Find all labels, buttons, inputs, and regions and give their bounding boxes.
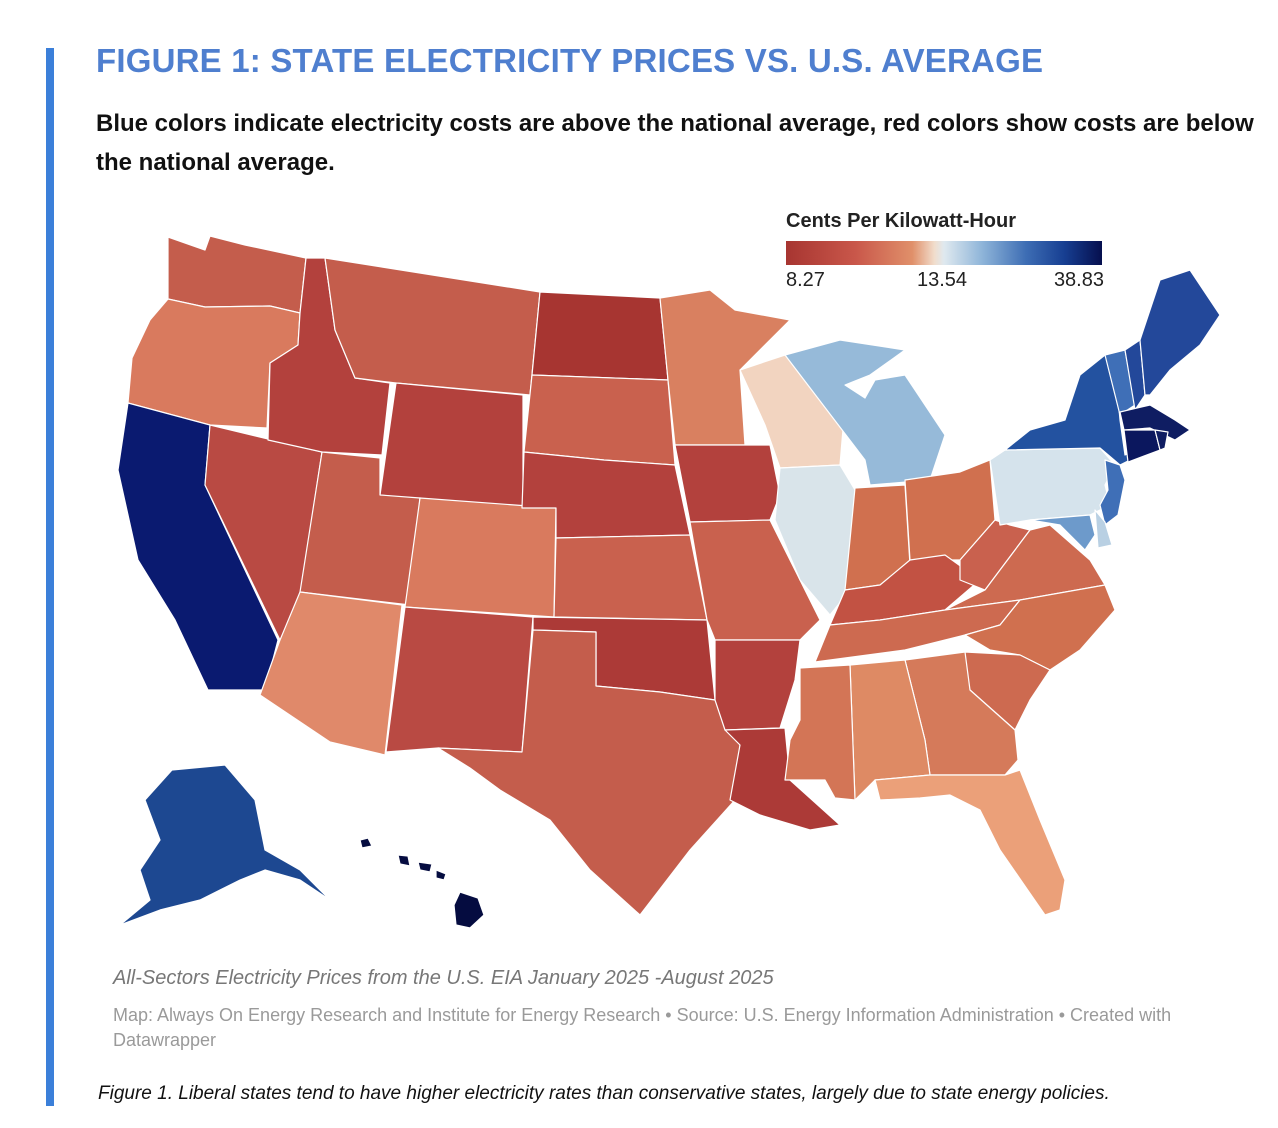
color-legend: Cents Per Kilowatt-Hour 8.27 13.54 38.83 — [786, 210, 1104, 293]
figure-subtitle: Blue colors indicate electricity costs a… — [96, 110, 1254, 176]
accent-bar — [46, 48, 54, 1106]
state-MS[interactable] — [784, 664, 856, 801]
state-IA[interactable] — [674, 444, 781, 523]
state-NC[interactable] — [964, 584, 1116, 671]
figure-caption: Figure 1. Liberal states tend to have hi… — [98, 1083, 1110, 1104]
state-MT[interactable] — [324, 257, 541, 396]
state-HI[interactable] — [359, 837, 485, 929]
state-DE[interactable] — [1094, 509, 1113, 549]
map-credit-note: Map: Always On Energy Research and Insti… — [113, 1005, 1172, 1050]
state-AZ[interactable] — [259, 591, 403, 756]
map-source-note: All-Sectors Electricity Prices from the … — [113, 967, 774, 989]
legend-ticks: 8.27 13.54 38.83 — [786, 269, 1104, 293]
state-LA[interactable] — [724, 727, 841, 831]
state-TX[interactable] — [437, 629, 741, 916]
state-NJ[interactable] — [1099, 459, 1126, 526]
legend-gradient-bar — [786, 241, 1102, 265]
state-AK[interactable] — [119, 764, 331, 926]
state-KS[interactable] — [553, 534, 708, 621]
state-WA[interactable] — [167, 235, 307, 314]
state-CO[interactable] — [404, 497, 557, 618]
legend-min-label: 8.27 — [786, 269, 825, 291]
state-FL[interactable] — [874, 769, 1066, 916]
state-WY[interactable] — [379, 382, 524, 511]
state-CT[interactable] — [1123, 429, 1161, 463]
state-OR[interactable] — [127, 298, 301, 429]
state-MI[interactable] — [784, 339, 946, 486]
state-NM[interactable] — [385, 606, 534, 753]
state-RI[interactable] — [1154, 429, 1169, 451]
state-MD[interactable] — [1029, 514, 1096, 551]
legend-mid-label: 13.54 — [917, 269, 968, 291]
state-ND[interactable] — [531, 291, 669, 381]
figure-title: FIGURE 1: STATE ELECTRICITY PRICES VS. U… — [96, 42, 1044, 79]
state-SD[interactable] — [523, 374, 676, 466]
state-MO[interactable] — [689, 519, 821, 641]
state-AR[interactable] — [714, 639, 801, 731]
state-ME[interactable] — [1139, 269, 1221, 396]
legend-max-label: 38.83 — [1053, 269, 1104, 291]
legend-title: Cents Per Kilowatt-Hour — [786, 210, 1017, 232]
